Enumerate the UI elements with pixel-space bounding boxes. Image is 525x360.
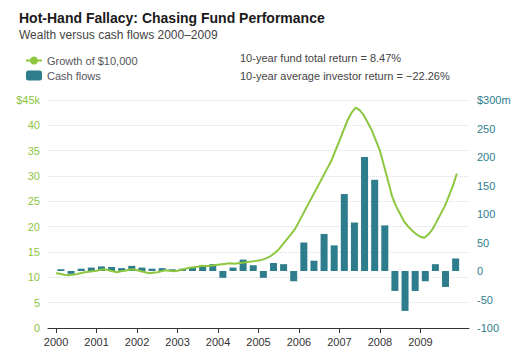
svg-text:2006: 2006 xyxy=(287,336,311,348)
svg-text:-50: -50 xyxy=(477,294,493,306)
svg-text:200: 200 xyxy=(477,151,495,163)
svg-text:15: 15 xyxy=(28,246,40,258)
svg-text:5: 5 xyxy=(34,297,40,309)
svg-text:Growth of $10,000: Growth of $10,000 xyxy=(47,55,138,67)
svg-text:$45k: $45k xyxy=(16,94,40,106)
svg-text:10: 10 xyxy=(28,271,40,283)
svg-text:25: 25 xyxy=(28,195,40,207)
svg-text:0: 0 xyxy=(477,265,483,277)
svg-text:2000: 2000 xyxy=(44,336,68,348)
svg-text:2009: 2009 xyxy=(408,336,432,348)
svg-text:50: 50 xyxy=(477,237,489,249)
svg-text:150: 150 xyxy=(477,180,495,192)
svg-text:$300m: $300m xyxy=(477,94,511,106)
svg-text:30: 30 xyxy=(28,170,40,182)
svg-text:2007: 2007 xyxy=(327,336,351,348)
svg-text:Cash flows: Cash flows xyxy=(47,70,101,82)
svg-text:2008: 2008 xyxy=(368,336,392,348)
svg-text:Hot-Hand Fallacy: Chasing Fund: Hot-Hand Fallacy: Chasing Fund Performan… xyxy=(19,10,325,26)
svg-text:Wealth versus cash flows 2000–: Wealth versus cash flows 2000–2009 xyxy=(19,28,218,42)
svg-text:20: 20 xyxy=(28,221,40,233)
svg-text:2005: 2005 xyxy=(246,336,270,348)
svg-text:2004: 2004 xyxy=(206,336,230,348)
svg-text:250: 250 xyxy=(477,123,495,135)
svg-text:10-year fund total return = 8.: 10-year fund total return = 8.47% xyxy=(240,52,401,64)
svg-text:40: 40 xyxy=(28,119,40,131)
svg-text:100: 100 xyxy=(477,208,495,220)
svg-text:2002: 2002 xyxy=(125,336,149,348)
svg-text:2003: 2003 xyxy=(165,336,189,348)
svg-text:2001: 2001 xyxy=(84,336,108,348)
svg-text:10-year average investor retur: 10-year average investor return = −22.26… xyxy=(240,70,450,82)
svg-text:0: 0 xyxy=(34,322,40,334)
svg-text:35: 35 xyxy=(28,145,40,157)
svg-text:-100: -100 xyxy=(477,322,499,334)
